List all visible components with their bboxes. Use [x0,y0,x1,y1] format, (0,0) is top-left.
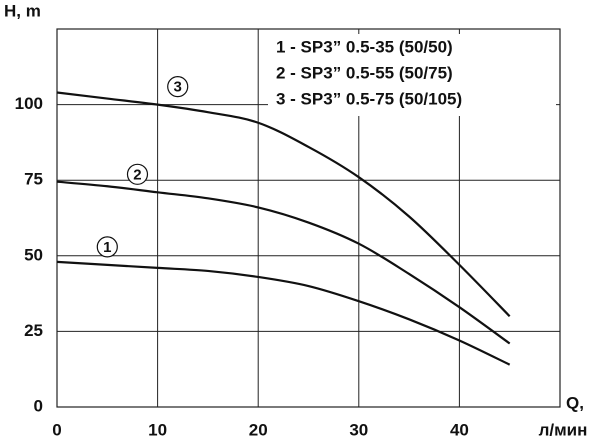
x-tick-label: 30 [349,420,368,439]
x-tick-label: 10 [148,420,167,439]
y-tick-label: 100 [15,94,43,113]
curve-label-circle [96,236,118,258]
y-tick-label: 0 [34,396,43,415]
curve [56,91,511,318]
curve-label: 2 [133,166,141,183]
curve [56,180,511,345]
legend-background [268,34,556,116]
x-tick-label: 40 [450,420,469,439]
curve-label-circle [126,163,149,185]
curve-label: 3 [174,79,182,96]
curve [56,260,511,366]
legend-entry: 3 - SP3” 0.5-75 (50/105) [276,89,462,108]
y-tick-label: 75 [24,170,43,189]
y-tick-label: 25 [24,321,43,340]
x-axis-label: Q, [566,393,584,412]
y-tick-label: 50 [24,245,43,264]
x-axis-unit: л/мин [539,420,588,439]
legend: 1 - SP3” 0.5-35 (50/50) 2 - SP3” 0.5-55 (… [268,34,556,116]
x-tick-label: 0 [52,420,61,439]
y-axis-label: H, m [4,1,41,20]
curve-label: 1 [103,239,111,256]
legend-entry: 2 - SP3” 0.5-55 (50/75) [276,63,453,82]
curve-label-circle [167,75,189,98]
x-tick-label: 20 [249,420,268,439]
legend-entry: 1 - SP3” 0.5-35 (50/50) [276,37,453,56]
